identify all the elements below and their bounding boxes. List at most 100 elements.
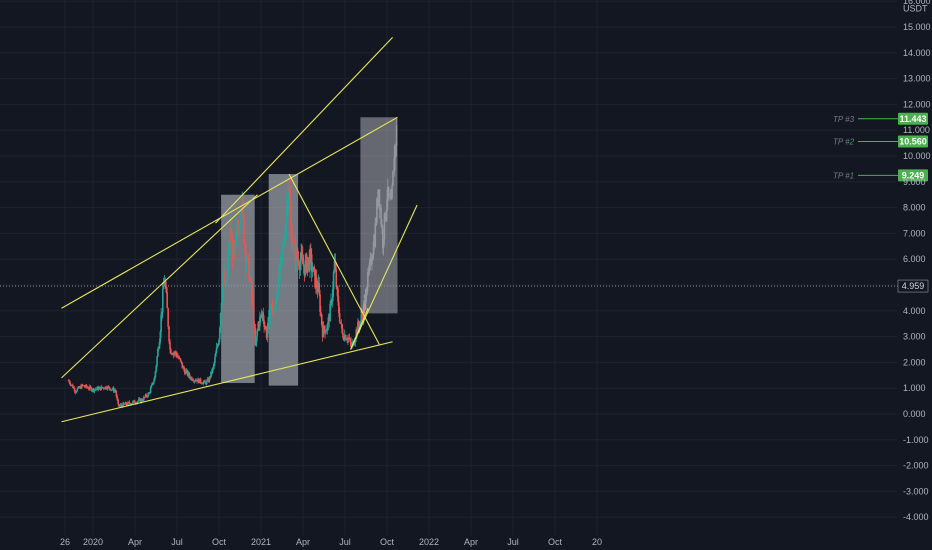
candle-body — [320, 311, 322, 315]
candle-body — [198, 378, 200, 384]
target-label: TP #1 — [833, 171, 854, 180]
projection-body — [364, 295, 367, 300]
x-tick-label: 20 — [592, 537, 602, 547]
candle-body — [322, 325, 325, 338]
candle-body — [205, 382, 207, 385]
price-axis[interactable]: 16.000 15.000 14.000 13.000 12.000 11.000 10.0… — [903, 0, 931, 522]
candle-body — [72, 387, 75, 389]
projection-body — [363, 295, 366, 298]
candle-body — [271, 303, 274, 313]
candle-body — [292, 249, 294, 251]
candle-body — [203, 380, 205, 383]
candle-body — [341, 324, 343, 334]
range-boxes — [221, 174, 299, 386]
candle-body — [337, 288, 339, 302]
candle-body — [285, 206, 288, 225]
candle-body — [243, 214, 245, 242]
candle-body — [323, 325, 326, 331]
projection-body — [379, 207, 382, 209]
projection-body — [394, 145, 397, 147]
projection-body — [387, 186, 390, 196]
candle-body — [153, 380, 155, 384]
candle-body — [88, 388, 90, 390]
candle-body — [283, 240, 286, 244]
target-label: TP #2 — [833, 138, 855, 147]
candle-body — [362, 304, 365, 319]
candle-body — [83, 385, 85, 387]
candle-body — [280, 255, 282, 260]
candle-body — [116, 396, 119, 400]
x-tick-label: Apr — [464, 537, 478, 547]
candle-body — [209, 376, 211, 378]
candle-body — [215, 352, 217, 357]
y-tick-label: 1.000 — [903, 383, 926, 393]
candle-body — [264, 326, 266, 328]
y-tick-label: 8.000 — [903, 203, 926, 213]
trendline[interactable] — [350, 308, 369, 350]
candle-body — [125, 402, 128, 405]
candle-body — [363, 304, 366, 310]
candle-body — [192, 380, 195, 382]
candle-body — [196, 380, 198, 382]
candle-body — [226, 279, 228, 284]
candle-body — [297, 257, 299, 260]
candle-body — [186, 370, 189, 376]
candle-body — [181, 362, 184, 368]
candle-body — [295, 248, 298, 264]
candle-body — [258, 322, 260, 327]
candle-body — [276, 297, 278, 305]
candle-body — [151, 382, 153, 386]
candle-body — [215, 347, 218, 353]
projection-body — [382, 239, 385, 248]
projection-body — [367, 270, 370, 273]
candle-body — [286, 206, 289, 209]
trendline[interactable] — [350, 204, 418, 350]
candle-body — [331, 300, 333, 302]
candle-body — [355, 329, 357, 339]
candle-body — [102, 387, 104, 389]
x-tick-label: Oct — [212, 537, 227, 547]
candle-body — [259, 314, 262, 317]
candle-body — [332, 272, 335, 290]
projection-body — [372, 241, 375, 256]
candle-body — [233, 243, 236, 254]
projection-body — [382, 227, 384, 248]
candle-body — [336, 287, 338, 289]
projection-body — [378, 189, 381, 208]
candle-body — [256, 330, 259, 337]
trendline[interactable] — [61, 341, 393, 423]
y-tick-label: -3.000 — [903, 486, 929, 496]
candle-body — [187, 372, 190, 376]
candle-body — [290, 211, 292, 231]
candle-body — [103, 388, 106, 390]
candle-body — [133, 400, 136, 404]
candle-body — [346, 339, 348, 341]
candle-body — [155, 365, 158, 372]
candle-body — [82, 385, 85, 386]
y-tick-label: 13.000 — [903, 74, 931, 84]
candle-body — [316, 287, 319, 292]
candle-body — [158, 341, 161, 349]
candle-body — [329, 303, 331, 322]
candle-body — [232, 243, 235, 259]
candle-body — [170, 349, 172, 354]
candle-body — [237, 228, 240, 232]
projection-body — [383, 213, 386, 240]
candle-body — [278, 271, 281, 276]
candle-body — [92, 388, 94, 391]
candle-body — [361, 314, 363, 316]
projection-body — [387, 186, 389, 200]
candle-body — [174, 351, 177, 354]
time-axis[interactable]: 26 2020 Apr Jul Oct 2021 Apr Jul Oct 2022 Apr Jul Oc… — [60, 537, 602, 547]
trendline[interactable] — [61, 116, 398, 309]
target-badge — [898, 135, 928, 148]
candle-body — [335, 269, 338, 288]
candle-body — [229, 227, 231, 249]
candle-body — [356, 329, 358, 334]
candle-body — [310, 254, 313, 272]
candle-body — [123, 404, 126, 405]
candle-body — [218, 339, 220, 345]
target-badge-value: 10.560 — [899, 137, 927, 147]
trendline[interactable] — [215, 36, 393, 224]
